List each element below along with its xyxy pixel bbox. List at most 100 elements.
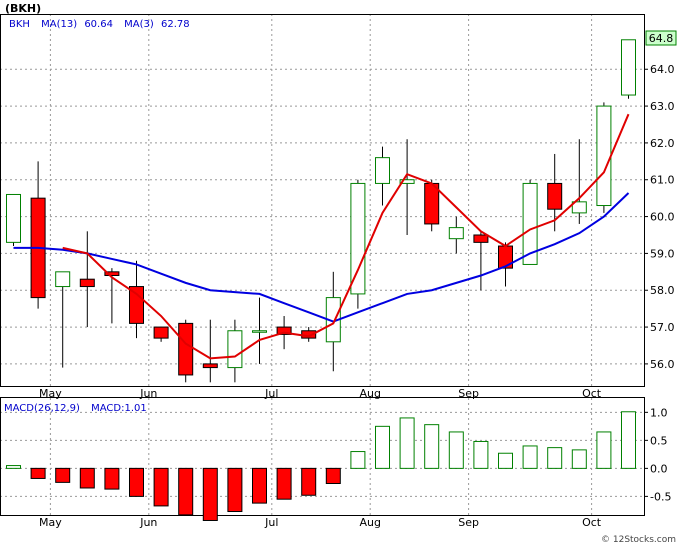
candle [473, 231, 489, 291]
macd-bar [350, 451, 366, 469]
macd-x-tick-label: May [39, 516, 62, 529]
grid-lines [0, 14, 648, 516]
macd-bar [571, 449, 587, 469]
candle [621, 39, 636, 99]
macd-bar [424, 424, 440, 469]
macd-y-tick-label: -0.5 [650, 490, 671, 503]
chart-title: (BKH) [5, 2, 41, 15]
x-tick-labels: May May Jun Jun Jul Jul Aug Aug Sep Sep Oct Oct [39, 387, 602, 529]
macd-legend: MACD(26,12,9) MACD:1.01 [4, 403, 147, 414]
candle [448, 216, 464, 254]
last-price-badge-box [645, 30, 677, 46]
macd-x-tick-label: Sep [458, 516, 479, 529]
candle [252, 297, 267, 364]
macd-bar [153, 467, 169, 507]
macd-bar [276, 467, 292, 500]
candle-body [473, 234, 489, 243]
candle-body [571, 201, 587, 214]
macd-x-tick-label: Aug [359, 516, 380, 529]
legend-symbol: BKH [9, 19, 30, 30]
last-price-badge: 64.8 [645, 30, 677, 46]
candle-body [104, 271, 120, 277]
price-y-tick-label: 61.0 [650, 174, 675, 187]
legend-ma13-label: MA(13) [41, 19, 77, 30]
macd-bar [498, 452, 513, 469]
candle [596, 102, 612, 213]
macd-bar [129, 467, 144, 497]
candle-body [79, 278, 95, 288]
candle-body [621, 39, 636, 96]
candle [522, 179, 538, 265]
macd-bar [325, 467, 341, 484]
candle [153, 326, 169, 342]
macd-y-tick-label: 1.0 [650, 406, 668, 419]
macd-y-tick-label: 0.5 [650, 434, 668, 447]
macd-bar [178, 467, 194, 516]
macd-bars [6, 411, 636, 521]
candle [350, 179, 366, 309]
y-tick-labels: 56.0 57.0 58.0 59.0 60.0 61.0 62.0 63.0 64.0 1.0 0… [650, 63, 675, 503]
candle-body [375, 157, 390, 184]
price-panel-frame [0, 14, 645, 387]
candle-body [153, 326, 169, 339]
candle-body [522, 182, 538, 265]
macd-bar [6, 465, 21, 469]
price-y-tick-label: 56.0 [650, 358, 675, 371]
candle [399, 139, 415, 235]
macd-x-tick-label: Jul [264, 516, 278, 529]
candle-body [55, 271, 71, 288]
price-y-tick-label: 62.0 [650, 137, 675, 150]
macd-bar [448, 431, 464, 469]
macd-bar [522, 445, 538, 469]
candle-body [6, 193, 21, 243]
last-price-label: 64.8 [649, 32, 674, 45]
candle-body [350, 182, 366, 295]
candle [547, 153, 563, 232]
candle [30, 161, 46, 309]
moving-averages [13, 113, 630, 360]
ma13-line [13, 192, 630, 323]
legend-ma3-label: MA(3) [124, 19, 154, 30]
candle-body [547, 182, 563, 210]
candle-body [227, 330, 243, 369]
price-x-tick-label: Jun [139, 387, 157, 400]
legend-ma13-value: 60.64 [84, 19, 113, 30]
macd-bar [30, 467, 46, 479]
legend-ma3-value: 62.78 [161, 19, 190, 30]
macd-bar [399, 417, 415, 469]
candle [227, 319, 243, 383]
price-y-tick-label: 57.0 [650, 321, 675, 334]
price-y-tick-label: 59.0 [650, 247, 675, 260]
macd-bar [547, 447, 563, 469]
macd-y-tick-label: 0.0 [650, 462, 668, 475]
macd-bar [596, 431, 612, 469]
macd-bar [104, 467, 120, 490]
candle-body [399, 179, 415, 184]
macd-bar [621, 411, 636, 469]
macd-panel-frame [0, 397, 645, 516]
macd-bar [473, 440, 489, 469]
candle-body [178, 322, 194, 376]
macd-bar [79, 467, 95, 489]
price-y-tick-label: 60.0 [650, 211, 675, 224]
candle-body [276, 326, 292, 335]
candle [79, 231, 95, 328]
panel-frames [0, 14, 645, 516]
macd-bar [227, 467, 243, 513]
price-y-tick-label: 58.0 [650, 284, 675, 297]
macd-bar [55, 467, 71, 483]
watermark: © 12Stocks.com [601, 535, 676, 545]
macd-x-tick-label: Jun [139, 516, 157, 529]
macd-bar [202, 467, 218, 521]
candle-body [129, 286, 144, 324]
candle-body [202, 363, 218, 369]
macd-bar [375, 425, 390, 469]
candle [55, 271, 71, 368]
candle-body [252, 330, 267, 333]
price-y-tick-label: 64.0 [650, 63, 675, 76]
candle [375, 146, 390, 206]
macd-legend-value: MACD:1.01 [91, 403, 147, 414]
price-x-tick-label: May [39, 387, 62, 400]
candles [6, 39, 636, 383]
